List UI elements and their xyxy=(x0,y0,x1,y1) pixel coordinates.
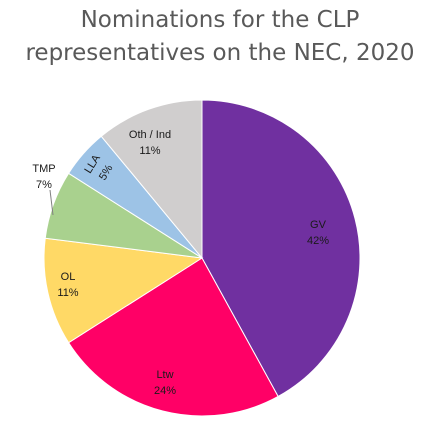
slice-label-name: Oth / Ind xyxy=(129,129,171,141)
slice-label-value: 11% xyxy=(57,287,78,299)
pie-slice-oth-ind xyxy=(100,99,203,260)
slice-label-name: OL xyxy=(61,271,76,283)
chart-title-line-1: Nominations for the CLP xyxy=(80,7,360,33)
slice-label-value: 7% xyxy=(36,179,52,191)
slice-label-tmp: TMP 7% xyxy=(32,163,55,191)
slice-label-name: TMP xyxy=(32,163,55,175)
pie-slice-ltw xyxy=(67,257,279,417)
slice-label-oth-ind: Oth / Ind 11% xyxy=(129,129,171,157)
pie-slices xyxy=(43,99,361,417)
leader-line xyxy=(49,189,54,216)
slice-label-ltw: Ltw 24% xyxy=(154,369,176,397)
slice-label-gv: GV 42% xyxy=(307,219,329,247)
slice-label-value: 24% xyxy=(154,385,176,397)
slice-label-name: GV xyxy=(310,219,327,231)
slice-label-ol: OL 11% xyxy=(57,271,78,299)
slice-label-value: 42% xyxy=(307,235,329,247)
chart-title-line-2: representatives on the NEC, 2020 xyxy=(25,40,415,66)
pie-slice-ol xyxy=(43,237,204,344)
pie-slice-gv xyxy=(201,99,361,398)
chart-title: Nominations for the CLP representatives … xyxy=(0,4,440,70)
pie-labels: GV 42%Ltw 24%OL 11%TMP 7%LLA5%Oth / Ind 11% xyxy=(32,129,329,397)
slice-label-value: 11% xyxy=(139,145,160,157)
slice-label-name: Ltw xyxy=(156,369,173,381)
